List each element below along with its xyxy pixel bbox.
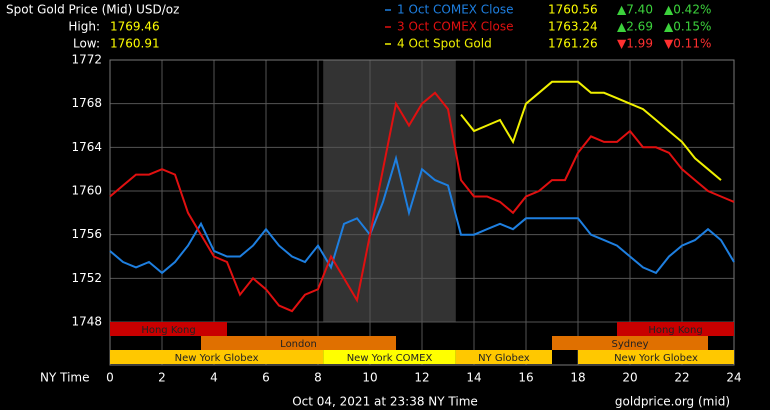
x-tick-label: 22 — [674, 371, 689, 385]
plot-frame — [109, 59, 735, 366]
x-tick-label: 16 — [518, 371, 533, 385]
x-tick-label: 24 — [726, 371, 741, 385]
x-tick-label: 0 — [106, 371, 114, 385]
session-label: Hong Kong — [648, 325, 702, 336]
y-tick-label: 1764 — [71, 140, 102, 154]
y-tick-label: 1772 — [71, 53, 102, 67]
series-line — [460, 80, 722, 181]
x-tick-label: 14 — [466, 371, 481, 385]
session-bar — [552, 336, 708, 350]
session-bar — [323, 350, 456, 364]
legend-change: ▼1.99 — [617, 37, 653, 51]
low-label: Low: — [73, 37, 100, 51]
x-tick-label: 18 — [570, 371, 585, 385]
source: goldprice.org (mid) — [615, 395, 730, 409]
legend-percent: ▼0.11% — [664, 37, 711, 51]
session-label: Hong Kong — [141, 325, 195, 336]
legend-name: 3 Oct COMEX Close — [397, 20, 514, 34]
y-tick-label: 1756 — [71, 227, 102, 241]
series-line — [109, 91, 735, 313]
session-label: New York Globex — [175, 353, 259, 364]
x-tick-label: 8 — [314, 371, 322, 385]
legend-price: 1760.56 — [548, 3, 598, 17]
high-value: 1769.46 — [110, 20, 160, 34]
low-value: 1760.91 — [110, 37, 160, 51]
x-tick-label: 2 — [158, 371, 166, 385]
session-label: New York Globex — [614, 353, 698, 364]
high-label: High: — [68, 20, 100, 34]
y-tick-label: 1752 — [71, 271, 102, 285]
legend-percent: ▲0.15% — [664, 20, 711, 34]
session-bar — [110, 350, 324, 364]
session-label: NY Globex — [478, 353, 530, 364]
session-bar — [110, 322, 227, 336]
legend-percent: ▲0.42% — [664, 3, 711, 17]
y-tick-label: 1748 — [71, 315, 102, 329]
legend-price: 1763.24 — [548, 20, 598, 34]
session-label: New York COMEX — [347, 353, 433, 364]
x-tick-label: 6 — [262, 371, 270, 385]
chart-title: Spot Gold Price (Mid) USD/oz — [6, 3, 179, 17]
footer: Oct 04, 2021 at 23:38 NY Time — [292, 395, 478, 409]
legend-name: 1 Oct COMEX Close — [397, 3, 514, 17]
session-label: London — [280, 339, 317, 350]
legend-price: 1761.26 — [548, 37, 598, 51]
x-axis-label: NY Time — [40, 371, 90, 385]
session-label: Sydney — [611, 339, 648, 350]
series-line — [109, 154, 735, 275]
y-tick-label: 1760 — [71, 184, 102, 198]
session-bar — [455, 350, 552, 364]
session-bar — [201, 336, 396, 350]
x-tick-label: 12 — [414, 371, 429, 385]
x-tick-label: 10 — [362, 371, 377, 385]
legend-change: ▲7.40 — [617, 3, 653, 17]
x-tick-label: 20 — [622, 371, 637, 385]
legend-change: ▲2.69 — [617, 20, 653, 34]
session-bar — [578, 350, 734, 364]
session-bar — [617, 322, 734, 336]
y-tick-label: 1768 — [71, 96, 102, 110]
legend-name: 4 Oct Spot Gold — [397, 37, 492, 51]
x-tick-label: 4 — [210, 371, 218, 385]
